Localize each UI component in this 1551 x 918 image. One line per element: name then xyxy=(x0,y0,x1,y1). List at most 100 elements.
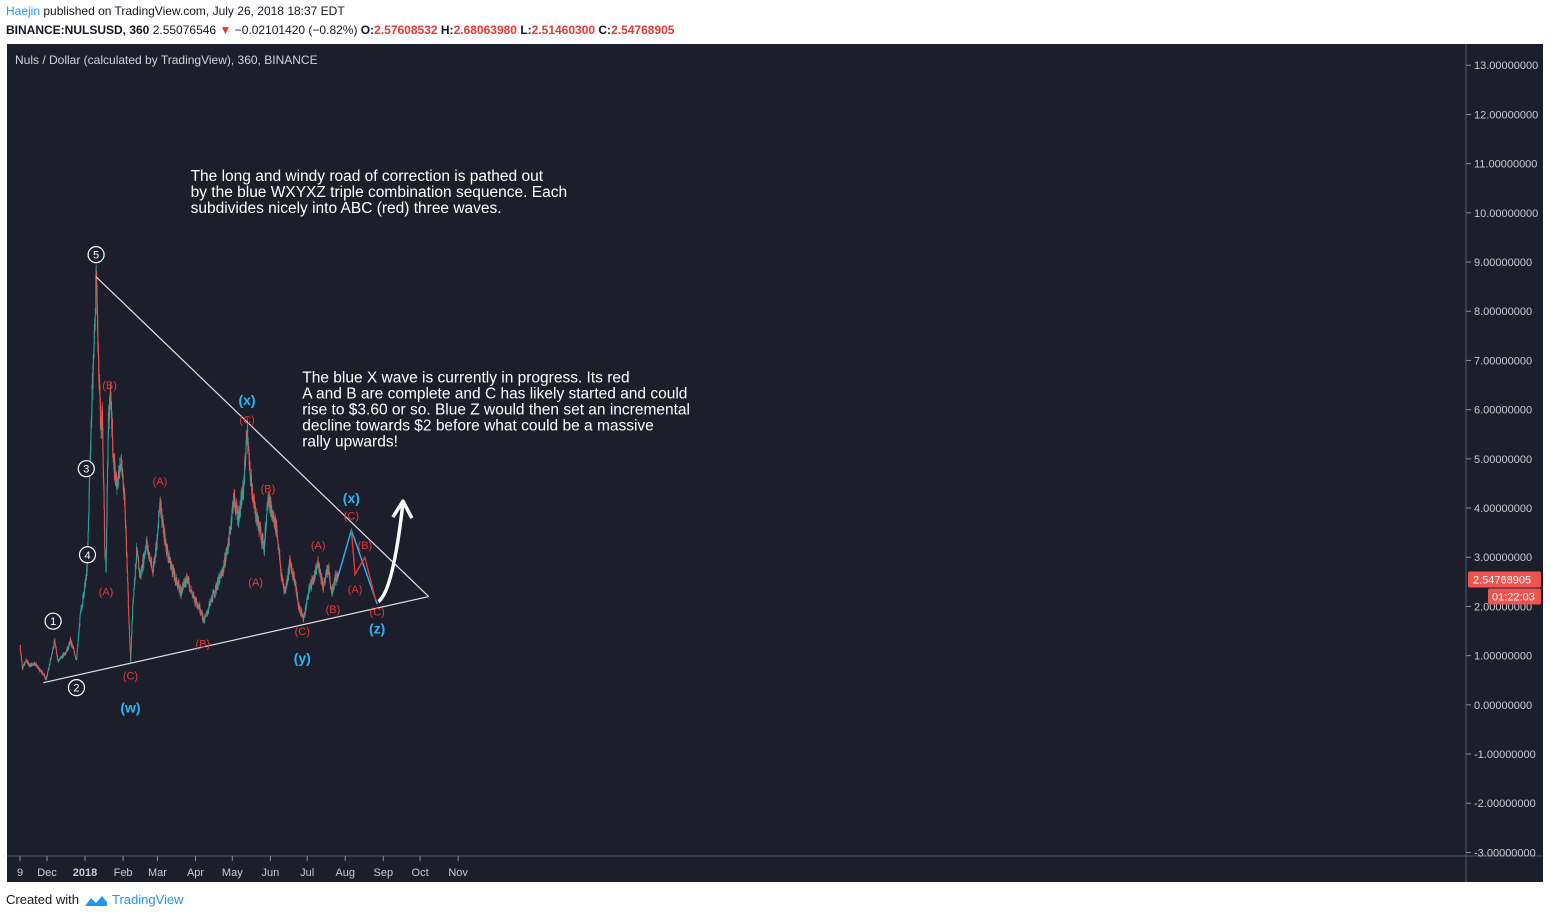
candle-body xyxy=(76,649,78,652)
candle-body xyxy=(128,615,130,624)
candle-body xyxy=(330,584,332,588)
annotation-1-line: subdivides nicely into ABC (red) three w… xyxy=(191,200,502,217)
candle-body xyxy=(239,517,241,519)
candle-body xyxy=(312,577,314,584)
candle-body xyxy=(115,476,117,479)
candle-body xyxy=(296,588,298,597)
annotation-1-line: by the blue WXYXZ triple combination seq… xyxy=(191,184,568,201)
candle-body xyxy=(246,438,248,442)
candle-body xyxy=(228,531,230,546)
candle-body xyxy=(219,574,221,583)
candle-body xyxy=(238,510,240,519)
candle-body xyxy=(276,525,278,533)
candle-body xyxy=(307,596,309,599)
candle-body xyxy=(46,675,48,680)
candle-body xyxy=(156,534,158,547)
candle-body xyxy=(231,517,233,524)
candle-body xyxy=(122,488,124,492)
candle-body xyxy=(289,559,291,570)
candle-body xyxy=(309,586,311,590)
candle-body xyxy=(118,470,120,473)
candle-body xyxy=(249,466,251,476)
candle-body xyxy=(21,662,23,667)
candle-body xyxy=(204,617,206,622)
candle-body xyxy=(255,518,257,520)
candle-body xyxy=(41,671,43,673)
price-chart[interactable]: 13.0000000012.0000000011.0000000010.0000… xyxy=(7,44,1543,882)
candle-body xyxy=(260,527,262,530)
candle-body xyxy=(194,596,196,599)
candle-body xyxy=(291,572,293,574)
candle-body xyxy=(129,643,131,652)
candle-body xyxy=(180,591,182,596)
candle-body xyxy=(247,426,249,446)
candle-body xyxy=(53,641,55,646)
candle-body xyxy=(131,633,133,638)
wave-label-blue: (w) xyxy=(120,699,140,715)
candle-body xyxy=(119,465,121,477)
candle-body xyxy=(48,668,50,670)
candle-body xyxy=(213,591,215,594)
candle-body xyxy=(221,571,223,578)
candle-body xyxy=(245,452,247,458)
candle-body xyxy=(283,585,285,587)
candle-body xyxy=(140,569,142,576)
candle-body xyxy=(120,464,122,467)
candle-body xyxy=(144,550,146,554)
candle-body xyxy=(88,492,90,514)
candle-body xyxy=(171,564,173,569)
x-tick-label: 2018 xyxy=(73,867,97,879)
candle-body xyxy=(150,561,152,565)
candle-body xyxy=(33,663,35,665)
candle-body xyxy=(21,666,23,670)
candle-body xyxy=(216,586,218,590)
candle-body xyxy=(42,673,44,675)
candle-body xyxy=(307,593,309,597)
author-link[interactable]: Haejin xyxy=(6,4,41,18)
candle-body xyxy=(179,587,181,590)
candle-body xyxy=(237,523,239,524)
candle-body xyxy=(326,569,328,575)
candle-body xyxy=(295,581,297,591)
candle-body xyxy=(88,480,90,493)
candle-body xyxy=(106,468,108,486)
candle-body xyxy=(306,597,308,605)
candle-body xyxy=(258,519,260,526)
y-tick-label: -3.00000000 xyxy=(1474,847,1536,859)
candle-body xyxy=(289,560,291,562)
candle-body xyxy=(174,573,176,579)
x-tick-label: Jun xyxy=(261,867,279,879)
candle-body xyxy=(164,540,166,545)
candle-body xyxy=(333,578,335,587)
candle-body xyxy=(81,605,83,607)
tradingview-link[interactable]: TradingView xyxy=(112,892,184,907)
candle-body xyxy=(161,508,163,522)
y-tick-label: 9.00000000 xyxy=(1474,257,1532,269)
candle-body xyxy=(29,665,31,667)
candle-body xyxy=(243,482,245,494)
candle-body xyxy=(22,668,24,670)
candle-body xyxy=(291,567,293,572)
candles xyxy=(19,262,339,681)
candle-body xyxy=(321,575,323,581)
candle-body xyxy=(229,528,231,531)
candle-body xyxy=(108,404,110,422)
candle-body xyxy=(68,645,70,649)
candle-body xyxy=(25,661,27,663)
candle-body xyxy=(249,461,251,467)
annotation-1-line: The long and windy road of correction is… xyxy=(191,168,544,185)
candle-body xyxy=(90,448,92,454)
candle-body xyxy=(283,586,285,589)
candle-body xyxy=(67,648,69,649)
candle-body xyxy=(106,518,108,528)
candle-body xyxy=(171,568,173,574)
candle-body xyxy=(217,580,219,589)
candle-body xyxy=(234,496,236,504)
candle-body xyxy=(179,585,181,591)
candle-body xyxy=(90,419,92,434)
candle-body xyxy=(30,664,32,667)
candle-body xyxy=(170,565,172,566)
candle-body xyxy=(214,592,216,595)
candle-body xyxy=(133,587,135,590)
candle-body xyxy=(236,502,238,506)
